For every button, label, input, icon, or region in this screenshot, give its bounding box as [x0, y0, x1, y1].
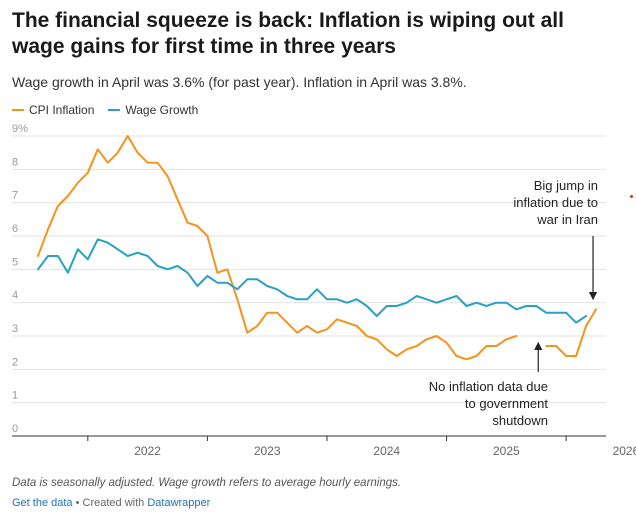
chart-subtitle: Wage growth in April was 3.6% (for past … — [12, 74, 467, 90]
x-tick-label: 2026 — [613, 444, 636, 458]
legend-item-wage: Wage Growth — [108, 103, 198, 117]
x-tick-label: 2024 — [373, 444, 400, 458]
chart-annotations: Big jump in inflation due to war in Iran No… — [429, 178, 598, 428]
annotation-iran-text: Big jump in — [534, 178, 598, 193]
y-tick-label: 7 — [12, 190, 18, 202]
y-tick-label: 0 — [12, 423, 18, 435]
red-dot-marker — [630, 195, 633, 198]
chart-legend: CPI Inflation Wage Growth — [12, 103, 198, 117]
y-tick-label: 6 — [12, 223, 18, 235]
get-data-link[interactable]: Get the data — [12, 497, 73, 509]
x-tick-label: 2023 — [254, 444, 281, 458]
x-tick-label: 2025 — [493, 444, 520, 458]
datawrapper-link[interactable]: Datawrapper — [147, 497, 211, 509]
chart-grid: 0 1 2 3 4 5 6 7 8 9% 2022 2023 2024 2025 2026 — [12, 123, 636, 458]
x-tick-label: 2022 — [134, 444, 161, 458]
page-title: The financial squeeze is back: Inflation… — [12, 9, 564, 58]
legend-label-wage: Wage Growth — [125, 103, 199, 117]
y-tick-label: 8 — [12, 156, 18, 168]
footer-note: Data is seasonally adjusted. Wage growth… — [12, 477, 402, 489]
series-line-wage-growth — [37, 238, 588, 324]
legend-swatch-cpi — [12, 109, 24, 111]
y-tick-label: 1 — [12, 390, 18, 402]
series-line-cpi-inflation — [37, 135, 597, 361]
y-tick-label: 2 — [12, 356, 18, 368]
annotation-iran-text: war in Iran — [536, 212, 598, 227]
y-tick-label: 9% — [12, 123, 28, 135]
annotation-shutdown-text: shutdown — [492, 413, 548, 428]
annotation-shutdown-text: No inflation data due — [429, 379, 548, 394]
footer-links: Get the data • Created with Datawrapper — [12, 497, 210, 509]
y-tick-label: 3 — [12, 323, 18, 335]
legend-item-cpi: CPI Inflation — [12, 103, 94, 117]
annotation-iran-text: inflation due to — [513, 195, 598, 210]
y-tick-label: 5 — [12, 256, 18, 268]
y-tick-label: 4 — [12, 290, 18, 302]
annotation-shutdown-text: to government — [465, 396, 548, 411]
chart-series — [37, 135, 597, 361]
legend-swatch-wage — [108, 109, 121, 111]
footer-separator: • Created with — [72, 497, 148, 509]
legend-label-cpi: CPI Inflation — [29, 103, 95, 117]
